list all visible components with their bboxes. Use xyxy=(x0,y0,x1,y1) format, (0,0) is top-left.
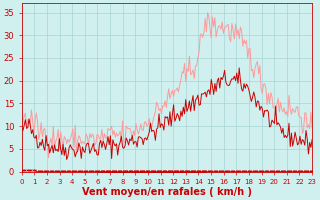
X-axis label: Vent moyen/en rafales ( km/h ): Vent moyen/en rafales ( km/h ) xyxy=(82,187,252,197)
